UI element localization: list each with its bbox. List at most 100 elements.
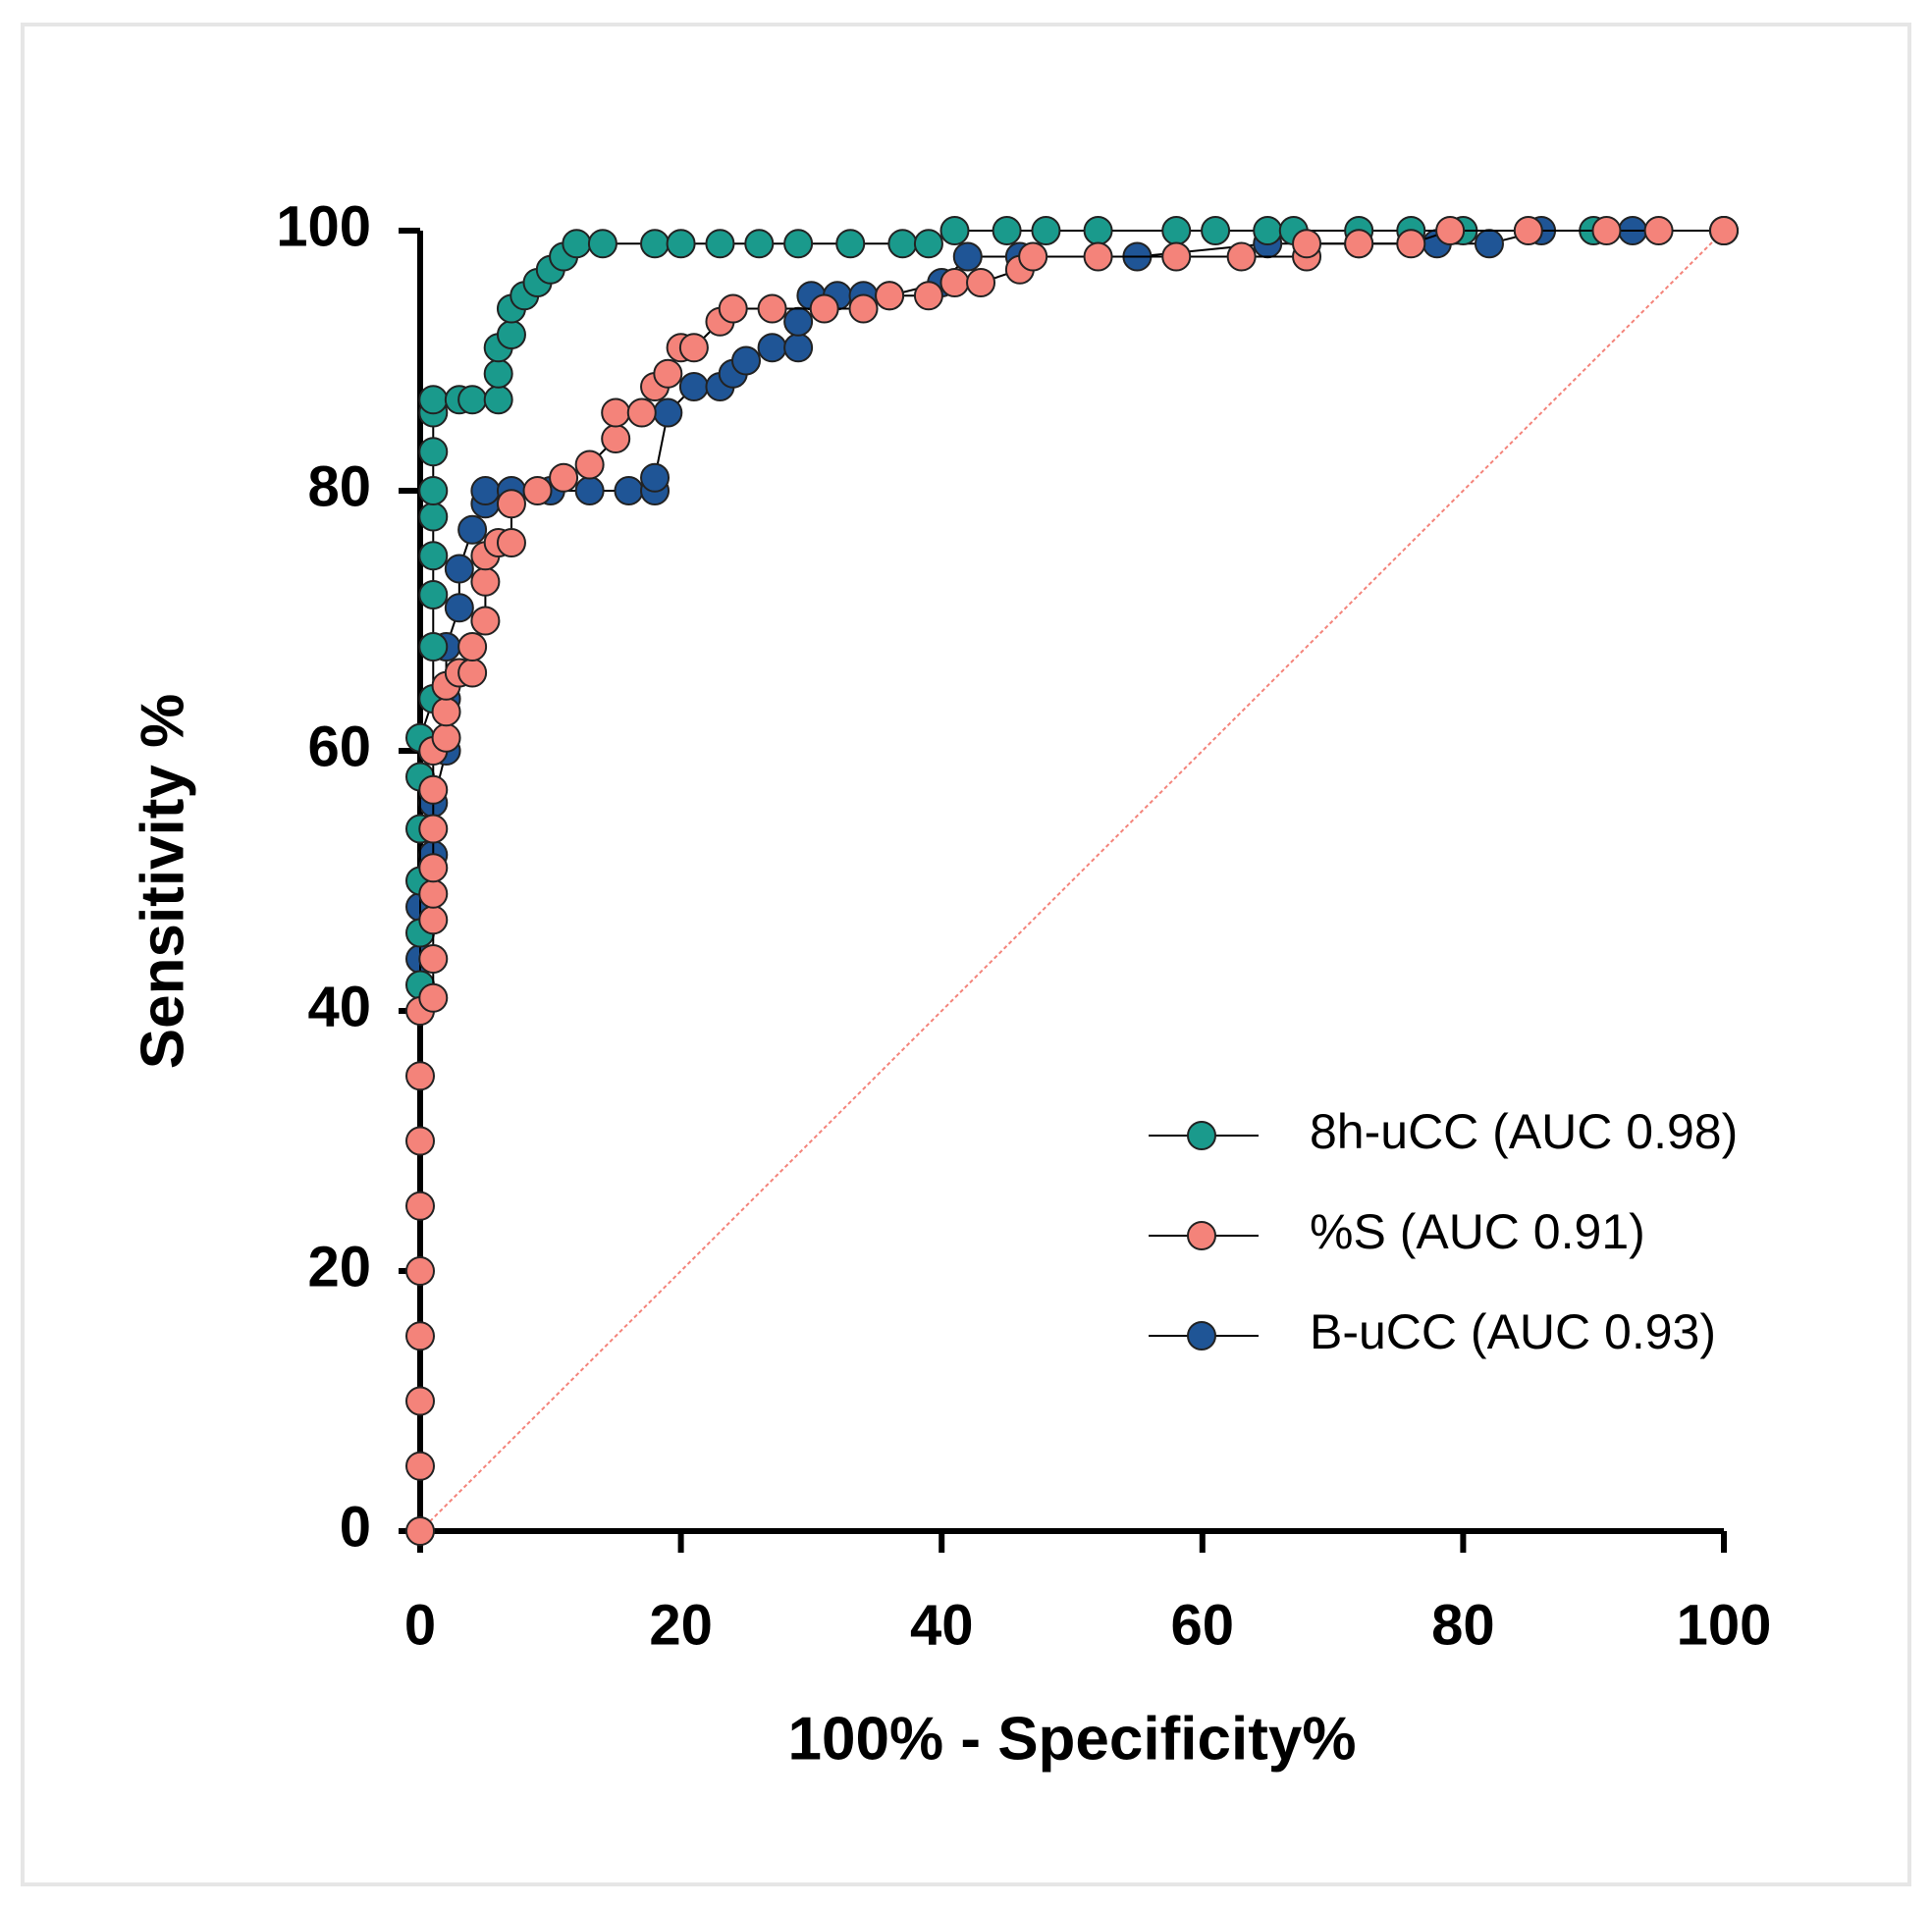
data-point xyxy=(848,293,879,324)
data-point xyxy=(1201,216,1231,245)
data-point xyxy=(783,333,814,363)
data-point xyxy=(666,229,696,259)
data-point xyxy=(1018,241,1048,272)
y-tick-label: 100 xyxy=(276,194,371,258)
data-point xyxy=(405,1191,435,1221)
data-point xyxy=(783,229,814,259)
data-point xyxy=(1226,241,1257,272)
data-point xyxy=(405,1126,435,1156)
data-point xyxy=(562,229,592,259)
data-point xyxy=(653,358,683,389)
data-point xyxy=(431,697,461,727)
data-point xyxy=(405,1451,435,1481)
x-tick-label: 60 xyxy=(1171,1593,1235,1657)
legend-marker xyxy=(1187,1321,1216,1351)
data-point xyxy=(626,397,657,428)
y-tick-label: 60 xyxy=(307,715,371,778)
data-point xyxy=(496,320,526,349)
data-point xyxy=(1474,229,1504,259)
data-point xyxy=(1643,216,1674,245)
x-tick-label: 100 xyxy=(1677,1593,1772,1657)
data-point xyxy=(1292,229,1322,259)
data-point xyxy=(1396,229,1426,259)
x-axis-title: 100% - Specificity% xyxy=(788,1705,1357,1773)
data-point xyxy=(483,358,513,389)
y-axis-title: Sensitivity % xyxy=(129,694,196,1069)
data-point xyxy=(418,632,449,662)
data-point xyxy=(470,476,501,505)
data-point xyxy=(1513,216,1543,245)
legend-label: B-uCC (AUC 0.93) xyxy=(1310,1304,1716,1359)
y-tick-label: 40 xyxy=(307,975,371,1038)
data-point xyxy=(678,372,709,401)
data-point xyxy=(939,268,970,297)
y-tick-label: 20 xyxy=(307,1235,371,1298)
data-point xyxy=(483,385,513,415)
data-point xyxy=(1709,216,1739,245)
data-point xyxy=(470,566,501,597)
data-point xyxy=(952,241,983,272)
data-point xyxy=(418,541,449,571)
data-point xyxy=(1161,241,1192,272)
x-tick-label: 40 xyxy=(910,1593,974,1657)
data-point xyxy=(405,1516,435,1546)
data-point xyxy=(1083,241,1113,272)
data-point xyxy=(718,293,748,324)
frame xyxy=(21,23,1911,1886)
data-point xyxy=(913,281,943,311)
data-point xyxy=(1344,229,1374,259)
data-point xyxy=(418,580,449,609)
data-point xyxy=(601,397,631,428)
data-point xyxy=(1031,216,1061,245)
data-point xyxy=(939,216,970,245)
data-point xyxy=(966,268,996,297)
legend-label: 8h-uCC (AUC 0.98) xyxy=(1310,1104,1738,1159)
y-tick-label: 80 xyxy=(307,454,371,518)
data-point xyxy=(418,982,449,1013)
data-point xyxy=(418,878,449,909)
data-point xyxy=(574,476,605,505)
legend-label: %S (AUC 0.91) xyxy=(1310,1204,1645,1259)
data-point xyxy=(757,333,787,363)
data-point xyxy=(1161,216,1192,245)
data-point xyxy=(587,229,617,259)
data-point xyxy=(418,814,449,844)
data-point xyxy=(405,1386,435,1416)
data-point xyxy=(601,424,631,453)
data-point xyxy=(444,554,474,584)
data-point xyxy=(705,229,735,259)
data-point xyxy=(678,333,709,363)
x-tick-label: 80 xyxy=(1431,1593,1495,1657)
data-point xyxy=(457,514,488,545)
data-point xyxy=(470,606,501,636)
legend-marker xyxy=(1187,1121,1216,1150)
data-point xyxy=(640,462,671,493)
data-point xyxy=(875,281,905,311)
data-point xyxy=(418,385,449,415)
x-tick-label: 0 xyxy=(404,1593,436,1657)
data-point xyxy=(418,853,449,883)
data-point xyxy=(1253,216,1283,245)
data-point xyxy=(614,476,644,505)
data-point xyxy=(405,1321,435,1351)
data-point xyxy=(640,229,671,259)
y-tick-label: 0 xyxy=(340,1495,371,1559)
data-point xyxy=(418,905,449,935)
data-point xyxy=(887,229,918,259)
data-point xyxy=(457,658,488,688)
data-point xyxy=(457,385,488,415)
data-point xyxy=(522,476,553,505)
data-point xyxy=(549,462,579,493)
data-point xyxy=(418,502,449,532)
data-point xyxy=(405,1256,435,1286)
data-point xyxy=(418,774,449,805)
data-point xyxy=(457,632,488,662)
data-point xyxy=(783,306,814,337)
data-point xyxy=(744,229,775,259)
data-point xyxy=(418,944,449,974)
data-point xyxy=(757,293,787,324)
data-point xyxy=(418,437,449,467)
data-point xyxy=(418,476,449,505)
x-tick-label: 20 xyxy=(649,1593,713,1657)
